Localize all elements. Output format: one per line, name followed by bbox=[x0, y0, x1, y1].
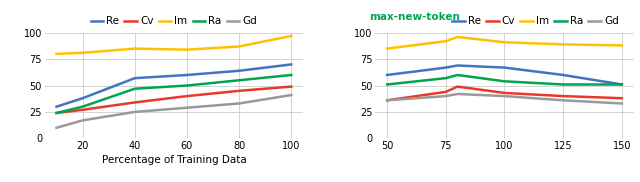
Legend: Re, Cv, Im, Ra, Gd: Re, Cv, Im, Ra, Gd bbox=[91, 17, 257, 27]
Text: max-new-token: max-new-token bbox=[369, 12, 460, 22]
Legend: Re, Cv, Im, Ra, Gd: Re, Cv, Im, Ra, Gd bbox=[452, 17, 619, 27]
X-axis label: Percentage of Training Data: Percentage of Training Data bbox=[102, 155, 246, 165]
